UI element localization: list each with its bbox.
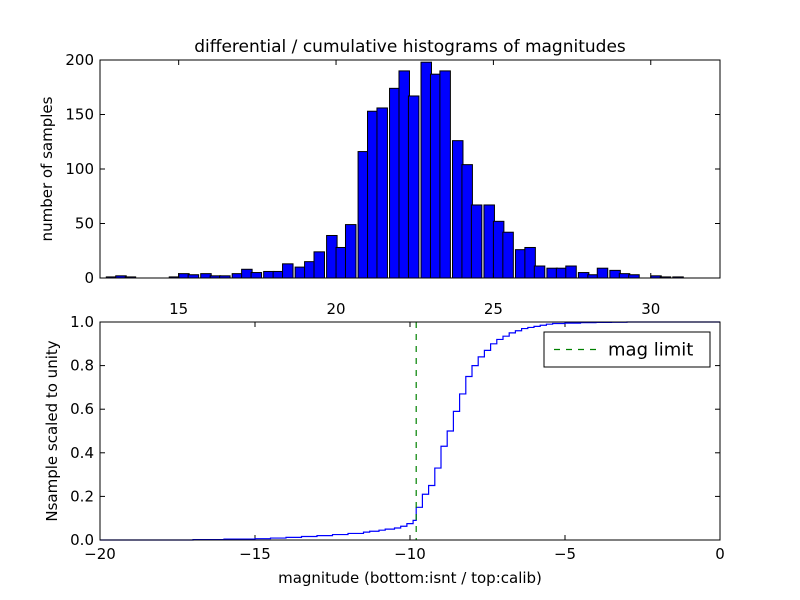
x-tick-label: 0 — [715, 545, 725, 563]
histogram-bar — [367, 110, 379, 279]
y-tick-label: 0.8 — [70, 357, 94, 375]
histogram-bar — [389, 87, 401, 279]
histogram-bar — [357, 151, 370, 279]
histogram-bar — [555, 267, 568, 279]
cumulative-histogram: magnitude (bottom:isnt / top:calib) Nsam… — [43, 313, 725, 587]
y-tick-label: 150 — [65, 106, 94, 124]
histogram-bar — [514, 249, 527, 279]
x-tick-label: 30 — [641, 300, 660, 318]
histogram-bar — [231, 273, 244, 279]
legend-mag-limit-label: mag limit — [608, 340, 693, 361]
y-tick-label: 1.0 — [70, 313, 94, 331]
histogram-bar — [200, 273, 212, 279]
y-axis-label-top: number of samples — [38, 96, 56, 241]
histogram-bar — [546, 267, 558, 279]
cumulative-step-line — [100, 321, 720, 541]
histogram-bar — [429, 73, 442, 279]
histogram-bar — [335, 246, 348, 279]
legend: mag limit — [543, 331, 711, 368]
histogram-bar — [470, 204, 483, 279]
histogram-bar — [524, 246, 536, 279]
histogram-bar — [272, 270, 285, 279]
histogram-bar — [250, 272, 263, 279]
x-tick-label: 15 — [169, 300, 188, 318]
y-tick-label: 0.2 — [70, 487, 94, 505]
histogram-bars — [105, 61, 684, 279]
top-plot-frame — [99, 59, 721, 279]
y-tick-label: 100 — [65, 160, 94, 178]
histogram-bar — [461, 164, 473, 279]
histogram-bar — [609, 269, 621, 279]
histogram-bar — [483, 204, 495, 279]
x-tick-label: 20 — [326, 300, 345, 318]
chart-title: differential / cumulative histograms of … — [194, 37, 626, 57]
histogram-bar — [439, 70, 451, 279]
histogram-bar — [178, 273, 190, 279]
y-tick-label: 0.4 — [70, 444, 94, 462]
histogram-bar — [420, 61, 433, 279]
histogram-bar — [263, 270, 275, 279]
histogram-bar — [304, 261, 316, 279]
x-tick-label: −20 — [84, 545, 116, 563]
y-axis-label-bottom: Nsample scaled to unity — [43, 340, 61, 521]
histogram-bar — [577, 272, 590, 279]
histogram-bar — [502, 231, 514, 279]
histogram-bar — [596, 267, 609, 279]
histogram-bar — [344, 224, 357, 279]
x-axis-label-bottom: magnitude (bottom:isnt / top:calib) — [278, 569, 542, 587]
top-axis-ticks: 0 50 100 150 200 15 20 25 30 — [65, 51, 720, 318]
histogram-bar — [294, 266, 307, 279]
histogram-bar — [282, 263, 294, 279]
histogram-bar — [618, 273, 631, 279]
y-tick-label: 200 — [65, 51, 94, 69]
x-tick-label: 25 — [484, 300, 503, 318]
x-tick-label: −5 — [554, 545, 576, 563]
histogram-bar — [407, 95, 420, 279]
histogram-bar — [451, 140, 464, 279]
x-tick-label: −10 — [394, 545, 426, 563]
x-tick-label: −15 — [239, 545, 271, 563]
histogram-bar — [565, 265, 577, 279]
y-tick-label: 0.6 — [70, 400, 94, 418]
y-tick-label: 0 — [84, 269, 94, 287]
histogram-bar — [376, 107, 388, 279]
histogram-bar — [398, 70, 410, 279]
differential-histogram: differential / cumulative histograms of … — [38, 37, 721, 318]
y-tick-label: 0.0 — [70, 531, 94, 549]
histogram-bar — [533, 265, 546, 279]
histogram-bar — [241, 268, 253, 279]
histogram-bar — [313, 251, 325, 279]
histogram-bar — [326, 234, 338, 279]
bottom-plot-frame — [99, 321, 721, 541]
bottom-axis-ticks: 0.0 0.2 0.4 0.6 0.8 1.0 −20 −15 −10 −5 0 — [70, 313, 725, 563]
y-tick-label: 50 — [75, 215, 94, 233]
histogram-bar — [492, 220, 505, 279]
